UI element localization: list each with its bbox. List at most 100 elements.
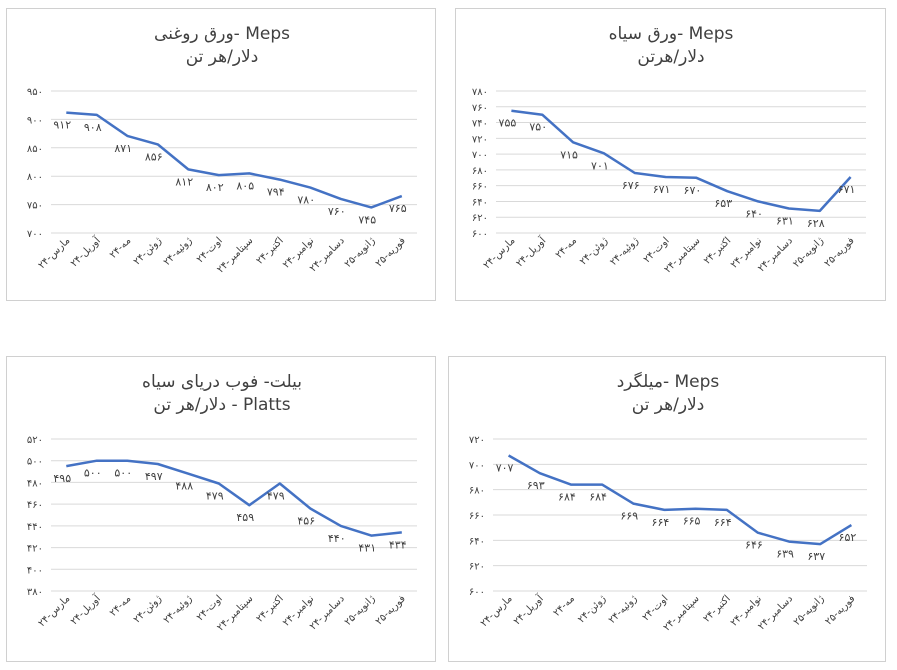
data-label: ۷۱۵ xyxy=(560,148,578,161)
chart-panel-black-sheet: ورق سیاه- Meps دلار/هرتن ۷۸۰ ۷۶۰ ۷۴۰ ۷۲۰ ۷۰۰… xyxy=(455,8,886,301)
data-label: ۷۹۴ xyxy=(267,186,285,199)
data-label: ۶۷۱ xyxy=(653,183,671,196)
data-label: ۶۲۸ xyxy=(807,217,825,230)
y-tick-label: ۶۴۰ xyxy=(469,536,485,547)
data-label: ۴۳۱ xyxy=(358,542,376,555)
y-tick-label: ۶۸۰ xyxy=(472,166,488,177)
y-tick-label: ۶۰۰ xyxy=(472,229,488,240)
x-tick-label: مه-۲۴ xyxy=(552,593,578,619)
data-label: ۸۰۵ xyxy=(236,179,254,192)
chart-panel-rebar: میلگرد- Meps دلار/هر تن ۷۲۰ ۷۰۰ ۶۸۰ ۶۶۰ ۶۴۰ ۶… xyxy=(448,356,886,662)
x-tick-label: آوریل-۲۴ xyxy=(67,233,103,269)
y-tick-label: ۶۶۰ xyxy=(472,182,488,193)
data-label: ۶۶۴ xyxy=(652,516,670,529)
y-tick-label: ۷۴۰ xyxy=(472,119,488,130)
chart-panel-galvanized-sheet: ورق روغنی- Meps دلار/هر تن ۹۵۰ ۹۰۰ ۸۵۰ ۸۰۰ ۷… xyxy=(6,8,436,301)
data-label: ۸۷۱ xyxy=(114,142,132,155)
x-tick-label: مه-۲۴ xyxy=(554,235,580,261)
y-tick-label: ۷۰۰ xyxy=(469,460,485,471)
x-tick-label: فوریه-۲۵ xyxy=(823,593,857,627)
data-label: ۶۳۹ xyxy=(776,548,794,561)
x-tick-label: آوریل-۲۴ xyxy=(513,233,549,269)
x-tick-label: ژوئن-۲۴ xyxy=(576,593,608,625)
data-label: ۷۴۵ xyxy=(358,213,376,226)
x-tick-label: اوت-۲۴ xyxy=(195,235,225,265)
y-tick-label: ۸۵۰ xyxy=(27,144,43,155)
data-label: ۴۹۷ xyxy=(145,470,163,483)
y-tick-label: ۷۰۰ xyxy=(472,150,488,161)
x-tick-label: مه-۲۴ xyxy=(108,593,134,619)
y-tick-label: ۹۰۰ xyxy=(27,115,43,126)
data-label: ۷۰۷ xyxy=(496,461,514,474)
data-label: ۷۶۵ xyxy=(389,202,407,215)
data-label: ۸۱۲ xyxy=(175,175,193,188)
data-label: ۵۰۰ xyxy=(114,467,132,480)
y-tick-label: ۵۰۰ xyxy=(27,457,43,468)
y-tick-label: ۷۶۰ xyxy=(472,103,488,114)
chart-title: ورق سیاه- Meps xyxy=(609,24,734,44)
x-tick-label: آوریل-۲۴ xyxy=(67,591,103,627)
data-label: ۹۱۲ xyxy=(53,119,71,132)
chart-subtitle: دلار/هرتن xyxy=(637,47,704,67)
chart-svg: میلگرد- Meps دلار/هر تن ۷۲۰ ۷۰۰ ۶۸۰ ۶۶۰ ۶۴۰ ۶… xyxy=(469,371,867,633)
data-label: ۶۴۰ xyxy=(745,207,763,220)
data-label: ۹۰۸ xyxy=(84,121,102,134)
data-label: ۴۵۹ xyxy=(236,511,254,524)
data-label: ۴۷۹ xyxy=(206,490,224,503)
x-tick-label: ژوئیه-۲۴ xyxy=(162,593,195,626)
y-tick-label: ۵۲۰ xyxy=(27,435,43,446)
y-tick-label: ۴۸۰ xyxy=(27,478,43,489)
chart-panel-billet: بیلت- فوب دریای سیاه دلار/هر تن - Platts… xyxy=(6,356,436,662)
x-tick-label: ژانویه-۲۵ xyxy=(343,593,378,628)
data-label: ۸۵۶ xyxy=(145,150,163,163)
y-tick-label: ۷۲۰ xyxy=(469,435,485,446)
y-tick-label: ۶۴۰ xyxy=(472,197,488,208)
chart-title: ورق روغنی- Meps xyxy=(154,24,290,44)
data-label: ۶۶۹ xyxy=(620,510,638,523)
series-line xyxy=(66,459,402,537)
data-label: ۴۳۴ xyxy=(389,538,407,551)
x-tick-label: ژوئن-۲۴ xyxy=(132,235,164,267)
x-tick-label: فوریه-۲۵ xyxy=(374,593,408,627)
y-tick-label: ۹۵۰ xyxy=(27,87,43,98)
data-label: ۵۰۰ xyxy=(84,467,102,480)
data-label: ۶۵۳ xyxy=(714,197,732,210)
x-tick-label: ژوئن-۲۴ xyxy=(132,593,164,625)
series-line xyxy=(507,454,853,546)
data-label: ۸۰۲ xyxy=(206,181,224,194)
x-tick-label: مارس-۲۴ xyxy=(482,235,518,271)
data-label: ۶۸۴ xyxy=(558,491,576,504)
chart-svg: بیلت- فوب دریای سیاه دلار/هر تن - Platts… xyxy=(27,372,417,633)
y-tick-label: ۳۸۰ xyxy=(27,587,43,598)
data-label: ۴۷۹ xyxy=(267,490,285,503)
data-label: ۷۵۰ xyxy=(529,121,547,134)
y-tick-label: ۷۸۰ xyxy=(472,87,488,98)
data-label: ۶۸۴ xyxy=(589,491,607,504)
y-tick-label: ۶۸۰ xyxy=(469,486,485,497)
x-tick-label: مارس-۲۴ xyxy=(479,593,515,629)
chart-svg: ورق سیاه- Meps دلار/هرتن ۷۸۰ ۷۶۰ ۷۴۰ ۷۲۰ ۷۰۰… xyxy=(472,24,866,275)
data-label: ۴۵۶ xyxy=(297,514,315,527)
y-tick-label: ۷۲۰ xyxy=(472,134,488,145)
data-label: ۴۴۰ xyxy=(328,532,346,545)
x-tick-label: اوت-۲۴ xyxy=(641,593,671,623)
y-tick-label: ۶۶۰ xyxy=(469,511,485,522)
series-line xyxy=(66,111,403,209)
x-tick-label: ژانویه-۲۵ xyxy=(792,593,827,628)
data-label: ۶۳۷ xyxy=(807,550,825,563)
data-label: ۶۳۱ xyxy=(776,215,794,228)
x-tick-label: ژوئیه-۲۴ xyxy=(608,235,641,268)
chart-subtitle: دلار/هر تن - Platts xyxy=(153,395,290,415)
data-label: ۷۸۰ xyxy=(297,194,315,207)
x-tick-label: ژانویه-۲۵ xyxy=(343,235,378,270)
x-tick-label: مارس-۲۴ xyxy=(36,593,72,629)
data-label: ۶۶۴ xyxy=(714,516,732,529)
data-label: ۶۷۱ xyxy=(838,183,856,196)
data-label: ۶۵۲ xyxy=(839,531,857,544)
chart-title: میلگرد- Meps xyxy=(617,371,720,392)
x-tick-label: ژوئن-۲۴ xyxy=(578,235,610,267)
y-tick-label: ۶۲۰ xyxy=(472,213,488,224)
x-tick-label: فوریه-۲۵ xyxy=(823,235,857,269)
x-tick-label: فوریه-۲۵ xyxy=(374,235,408,269)
x-tick-label: ژوئیه-۲۴ xyxy=(607,593,640,626)
